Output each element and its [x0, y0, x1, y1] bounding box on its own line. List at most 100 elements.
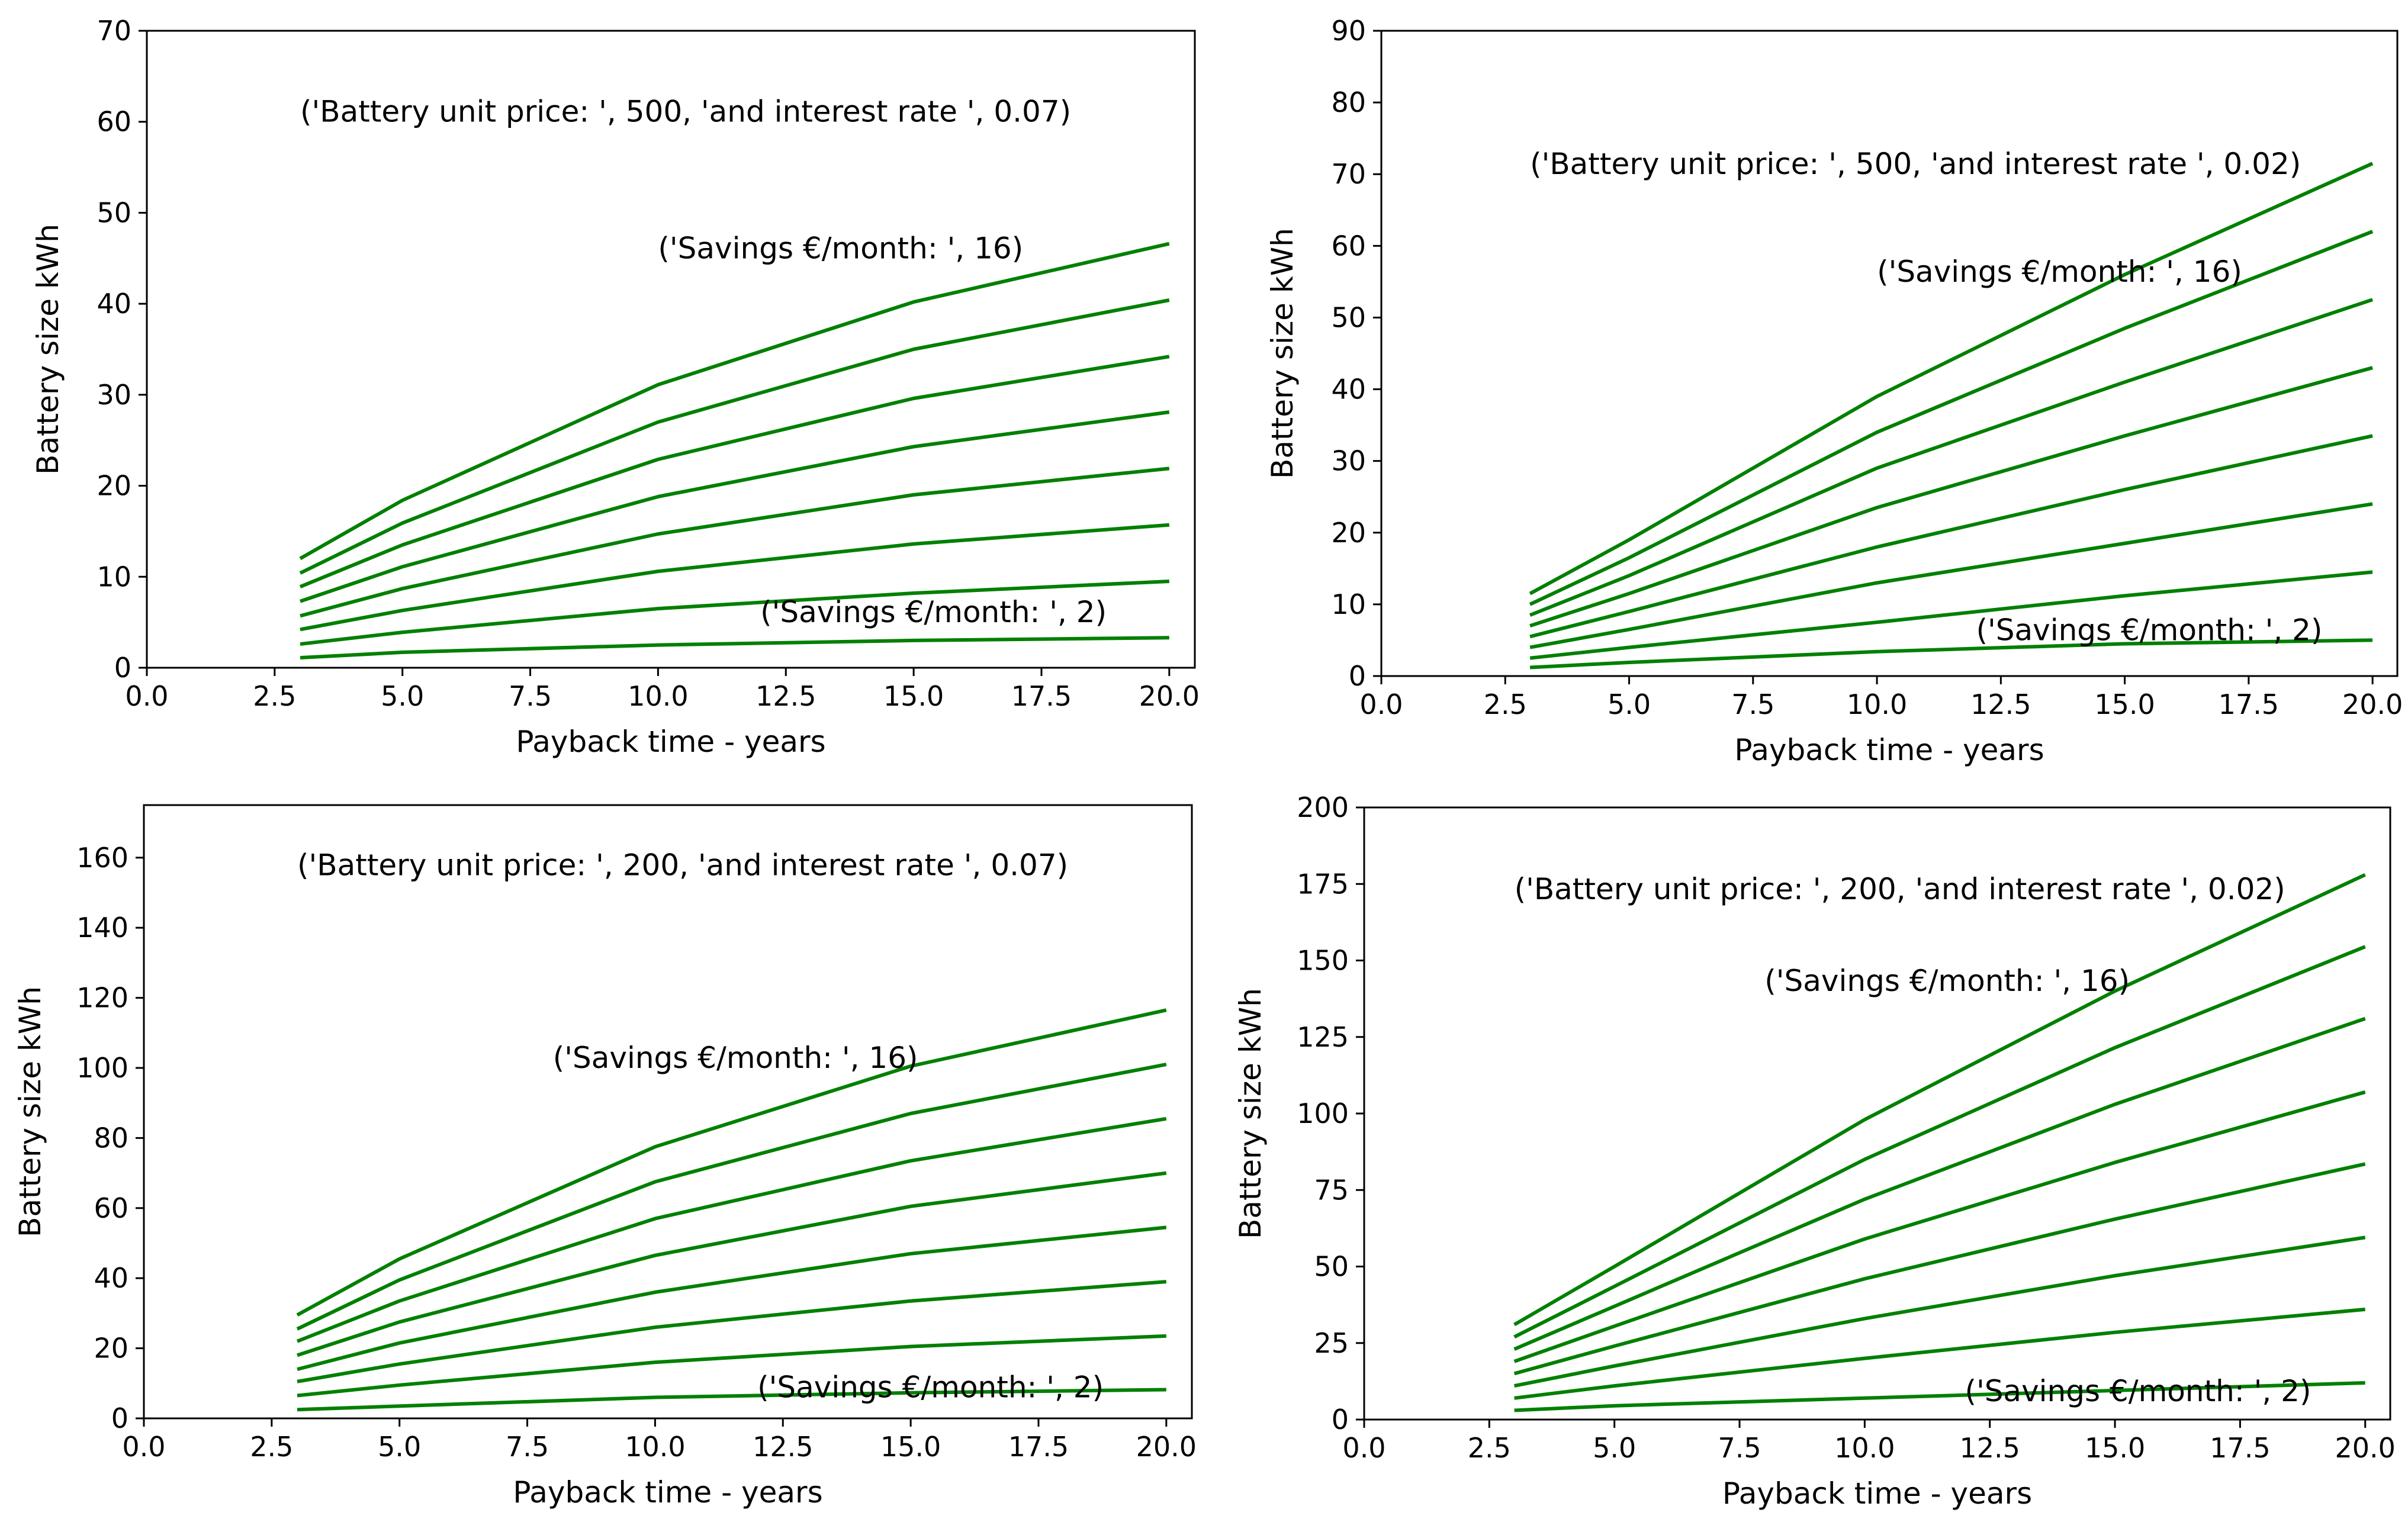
series-line-4: [1513, 1162, 2366, 1376]
series-line-4: [300, 466, 1170, 618]
y-tick-label: 40: [94, 1262, 128, 1294]
y-axis-label: Battery size kWh: [1233, 988, 1268, 1239]
series-line-7: [1529, 230, 2374, 606]
x-axis-label: Payback time - years: [1734, 733, 2044, 767]
y-tick-label: 150: [1297, 945, 1349, 977]
series-line-4: [297, 1225, 1167, 1372]
x-tick-label: 12.5: [753, 1431, 813, 1463]
annotation-text: ('Savings €/month: ', 2): [760, 595, 1107, 629]
y-tick-label: 50: [1331, 301, 1366, 333]
y-tick-label: 30: [97, 379, 131, 411]
y-tick-label: 50: [97, 197, 131, 229]
x-tick-label: 20.0: [2335, 1432, 2396, 1464]
annotation-text: ('Savings €/month: ', 2): [757, 1370, 1104, 1404]
x-axis-label: Payback time - years: [513, 1475, 822, 1510]
x-tick-label: 15.0: [880, 1431, 941, 1463]
y-tick-label: 125: [1297, 1021, 1349, 1053]
y-tick-label: 100: [76, 1052, 128, 1084]
x-tick-label: 17.5: [1011, 680, 1072, 712]
series-line-7: [296, 1063, 1167, 1331]
y-tick-label: 100: [1297, 1098, 1349, 1129]
y-tick-label: 0: [1349, 660, 1366, 692]
x-tick-label: 15.0: [2094, 688, 2155, 720]
series-line-4: [1529, 434, 2373, 639]
x-tick-label: 10.0: [1847, 688, 1907, 720]
y-axis-label: Battery size kWh: [13, 986, 47, 1237]
x-tick-label: 10.0: [1834, 1432, 1895, 1464]
series-line-3: [297, 1280, 1167, 1383]
y-axis-label: Battery size kWh: [31, 224, 65, 475]
y-tick-label: 60: [97, 106, 131, 138]
series-line-5: [1529, 366, 2373, 628]
y-tick-label: 80: [1331, 86, 1366, 118]
x-tick-label: 12.5: [1959, 1432, 2020, 1464]
x-tick-label: 20.0: [1139, 680, 1200, 712]
series-line-1: [1529, 638, 2373, 670]
x-tick-label: 2.5: [1468, 1432, 1511, 1464]
x-axis-label: Payback time - years: [516, 725, 825, 759]
annotation-text: ('Savings €/month: ', 16): [1877, 255, 2242, 289]
y-tick-label: 70: [1331, 158, 1366, 190]
y-tick-label: 20: [97, 470, 131, 502]
series-line-5: [1513, 1090, 2366, 1363]
x-tick-label: 5.0: [381, 680, 424, 712]
annotation-text: ('Battery unit price: ', 200, 'and inter…: [1515, 872, 2285, 906]
y-tick-label: 70: [97, 15, 131, 47]
series-line-1: [300, 636, 1169, 660]
series-line-8: [296, 1008, 1167, 1317]
series-line-1: [1514, 1381, 2365, 1412]
series-line-7: [1513, 945, 2366, 1339]
x-tick-label: 17.5: [2210, 1432, 2270, 1464]
x-tick-label: 20.0: [1136, 1431, 1197, 1463]
annotation-text: ('Battery unit price: ', 500, 'and inter…: [300, 95, 1071, 129]
series-line-5: [297, 1171, 1167, 1357]
plot-frame: [143, 804, 1193, 1420]
x-tick-label: 10.0: [628, 680, 688, 712]
x-tick-label: 0.0: [122, 1431, 165, 1463]
subplot-bottom-right: 0.0 2.5 5.0 7.5 10.0 12.5 15.0 17.5 20.0 0 25 50 75 1…: [1233, 791, 2396, 1511]
annotation-text: ('Savings €/month: ', 16): [658, 231, 1023, 265]
series-line-6: [1513, 1016, 2366, 1351]
series-line-6: [296, 1116, 1167, 1343]
annotation-text: ('Savings €/month: ', 16): [1764, 964, 2130, 998]
series-line-7: [299, 298, 1170, 575]
series-line-6: [299, 355, 1170, 588]
x-tick-label: 5.0: [1593, 1432, 1636, 1464]
y-tick-label: 0: [1332, 1404, 1349, 1436]
y-tick-label: 80: [94, 1122, 128, 1154]
y-tick-label: 160: [76, 842, 128, 874]
x-tick-label: 15.0: [883, 680, 944, 712]
annotation-text: ('Savings €/month: ', 16): [553, 1041, 918, 1075]
series-line-6: [1529, 298, 2374, 617]
y-tick-label: 90: [1331, 15, 1366, 47]
x-tick-label: 20.0: [2342, 688, 2403, 720]
series-line-1: [297, 1388, 1166, 1412]
x-tick-label: 7.5: [506, 1431, 549, 1463]
x-tick-label: 0.0: [1342, 1432, 1385, 1464]
series-line-8: [1513, 873, 2366, 1327]
y-axis-label: Battery size kWh: [1265, 228, 1300, 479]
annotation-text: ('Battery unit price: ', 500, 'and inter…: [1530, 147, 2301, 181]
y-tick-label: 20: [1331, 517, 1366, 549]
series-line-5: [300, 410, 1170, 603]
x-tick-label: 17.5: [1008, 1431, 1069, 1463]
x-tick-label: 2.5: [1484, 688, 1527, 720]
y-tick-label: 10: [1331, 588, 1366, 620]
y-tick-label: 30: [1331, 445, 1366, 477]
x-tick-label: 10.0: [625, 1431, 685, 1463]
y-tick-label: 10: [97, 561, 131, 593]
x-tick-label: 0.0: [125, 680, 168, 712]
x-tick-label: 15.0: [2085, 1432, 2145, 1464]
annotation-text: ('Battery unit price: ', 200, 'and inter…: [297, 848, 1068, 882]
subplot-top-left: 0.0 2.5 5.0 7.5 10.0 12.5 15.0 17.5 20.0 0 10 20 30 4…: [31, 15, 1200, 759]
series-line-8: [1529, 162, 2374, 596]
plot-frame: [146, 30, 1196, 669]
y-tick-label: 60: [1331, 230, 1366, 262]
y-tick-label: 20: [94, 1333, 128, 1364]
annotation-text: ('Savings €/month: ', 2): [1965, 1374, 2311, 1408]
x-tick-label: 2.5: [253, 680, 296, 712]
x-tick-label: 7.5: [1718, 1432, 1761, 1464]
y-tick-label: 175: [1297, 868, 1349, 900]
